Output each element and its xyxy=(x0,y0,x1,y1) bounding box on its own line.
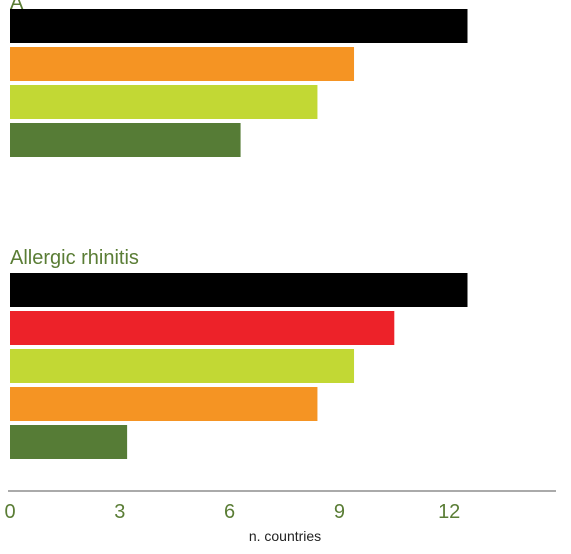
bar-panel1-4 xyxy=(10,123,241,157)
x-tick-label-3: 3 xyxy=(114,501,125,523)
x-tick-label-12: 12 xyxy=(438,501,460,523)
x-axis-ticks: 0 3 6 9 12 xyxy=(4,501,460,523)
bar-panel1-1 xyxy=(10,9,468,43)
bar-panel2-2 xyxy=(10,311,395,345)
panel-title-allergic-rhinitis: Allergic rhinitis xyxy=(10,247,139,269)
panel-2-bars xyxy=(10,273,468,459)
panel-1-bars xyxy=(10,9,468,157)
bar-panel1-2 xyxy=(10,47,355,81)
bar-panel2-3 xyxy=(10,349,355,383)
bar-panel2-4 xyxy=(10,387,318,421)
bar-panel2-5 xyxy=(10,425,128,459)
x-tick-label-9: 9 xyxy=(334,501,345,523)
x-axis-title: n. countries xyxy=(249,528,321,544)
bar-panel2-1 xyxy=(10,273,468,307)
x-tick-label-0: 0 xyxy=(4,501,15,523)
x-tick-label-6: 6 xyxy=(224,501,235,523)
bar-panel1-3 xyxy=(10,85,318,119)
